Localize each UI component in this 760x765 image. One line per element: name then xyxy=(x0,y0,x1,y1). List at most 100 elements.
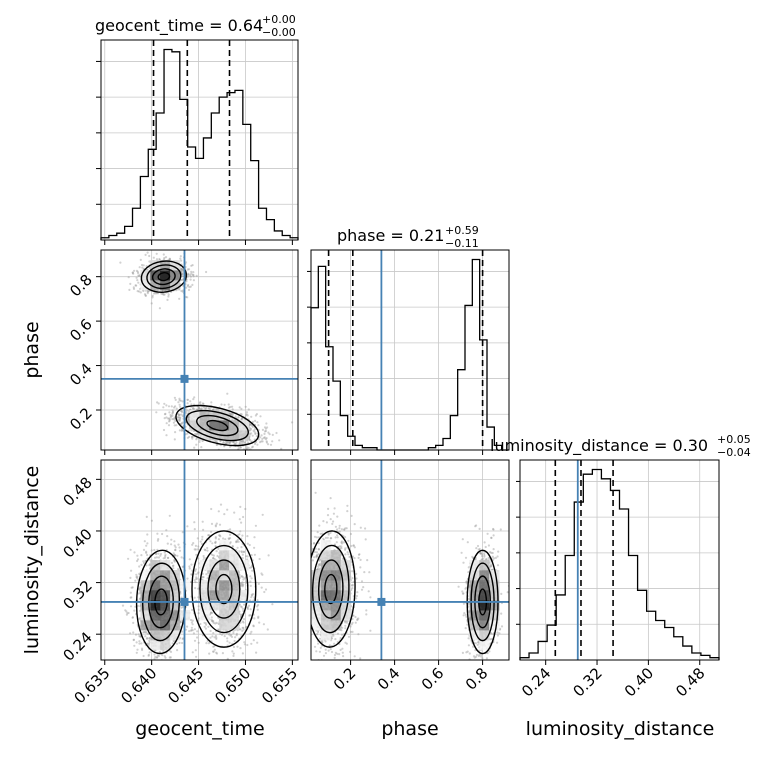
sample-point xyxy=(146,638,148,640)
sample-point xyxy=(153,257,155,259)
sample-point xyxy=(199,402,201,404)
sample-point xyxy=(256,421,258,423)
sample-point xyxy=(198,605,200,607)
sample-point xyxy=(145,254,147,256)
sample-point xyxy=(235,441,237,443)
sample-point xyxy=(192,264,194,266)
sample-point xyxy=(269,433,271,435)
sample-point xyxy=(239,530,241,532)
sample-point xyxy=(165,434,167,436)
sample-point xyxy=(138,565,140,567)
sample-point xyxy=(206,550,208,552)
sample-point xyxy=(228,403,230,405)
sample-point xyxy=(130,549,132,551)
sample-point xyxy=(155,666,157,668)
sample-point xyxy=(148,564,150,566)
sample-point xyxy=(257,424,259,426)
sample-point xyxy=(256,599,258,601)
sample-point xyxy=(145,632,147,634)
sample-point xyxy=(155,553,157,555)
sample-point xyxy=(188,436,190,438)
sample-point xyxy=(199,623,201,625)
sample-point xyxy=(228,407,230,409)
sample-point xyxy=(215,524,217,526)
sample-point xyxy=(291,421,293,423)
sample-point xyxy=(263,623,265,625)
sample-point xyxy=(211,616,213,618)
sample-point xyxy=(192,271,194,273)
sample-point xyxy=(249,575,251,577)
sample-point xyxy=(238,447,240,449)
sample-point xyxy=(148,654,150,656)
sample-point xyxy=(188,451,190,453)
hist2d-geocent_time-vs-phase-truth-marker xyxy=(180,375,188,383)
sample-point xyxy=(164,554,166,556)
sample-point xyxy=(190,286,192,288)
sample-point xyxy=(154,557,156,559)
sample-point xyxy=(163,429,165,431)
sample-point xyxy=(170,539,172,541)
sample-point xyxy=(148,260,150,262)
sample-point xyxy=(253,547,255,549)
sample-point xyxy=(182,638,184,640)
sample-point xyxy=(135,634,137,636)
hist-phase-step xyxy=(311,260,509,450)
sample-point xyxy=(168,683,170,685)
sample-point xyxy=(197,548,199,550)
sample-point xyxy=(157,654,159,656)
sample-point xyxy=(136,577,138,579)
sample-point xyxy=(205,271,207,273)
sample-point xyxy=(171,562,173,564)
sample-point xyxy=(158,684,160,686)
sample-point xyxy=(218,510,220,512)
sample-point xyxy=(216,555,218,557)
sample-point xyxy=(174,431,176,433)
sample-point xyxy=(146,533,148,535)
sample-point xyxy=(242,652,244,654)
sample-point xyxy=(226,509,228,511)
sample-point xyxy=(219,633,221,635)
sample-point xyxy=(174,397,176,399)
sample-point xyxy=(180,260,182,262)
sample-point xyxy=(254,554,256,556)
sample-point xyxy=(236,646,238,648)
sample-point xyxy=(168,294,170,296)
sample-point xyxy=(136,649,138,651)
sample-point xyxy=(262,429,264,431)
sample-point xyxy=(250,608,252,610)
sample-point xyxy=(265,422,267,424)
sample-point xyxy=(191,627,193,629)
sample-point xyxy=(259,558,261,560)
sample-point xyxy=(253,617,255,619)
sample-point xyxy=(249,544,251,546)
sample-point xyxy=(224,404,226,406)
sample-point xyxy=(219,524,221,526)
sample-point xyxy=(234,636,236,638)
y-tick-label: 0.8 xyxy=(66,271,96,301)
sample-point xyxy=(241,630,243,632)
sample-point xyxy=(130,570,132,572)
sample-point xyxy=(135,574,137,576)
sample-point xyxy=(261,434,263,436)
sample-point xyxy=(231,406,233,408)
sample-point xyxy=(141,267,143,269)
sample-point xyxy=(141,648,143,650)
sample-point xyxy=(249,439,251,441)
sample-point xyxy=(138,643,140,645)
sample-point xyxy=(146,542,148,544)
sample-point xyxy=(136,277,138,279)
sample-point xyxy=(214,542,216,544)
sample-point xyxy=(176,649,178,651)
sample-point xyxy=(207,570,209,572)
sample-point xyxy=(137,558,139,560)
sample-point xyxy=(210,401,212,403)
sample-point xyxy=(176,643,178,645)
sample-point xyxy=(240,446,242,448)
sample-point xyxy=(187,268,189,270)
sample-point xyxy=(144,635,146,637)
sample-point xyxy=(181,642,183,644)
sample-point xyxy=(147,252,149,254)
sample-point xyxy=(194,587,196,589)
sample-point xyxy=(250,585,252,587)
